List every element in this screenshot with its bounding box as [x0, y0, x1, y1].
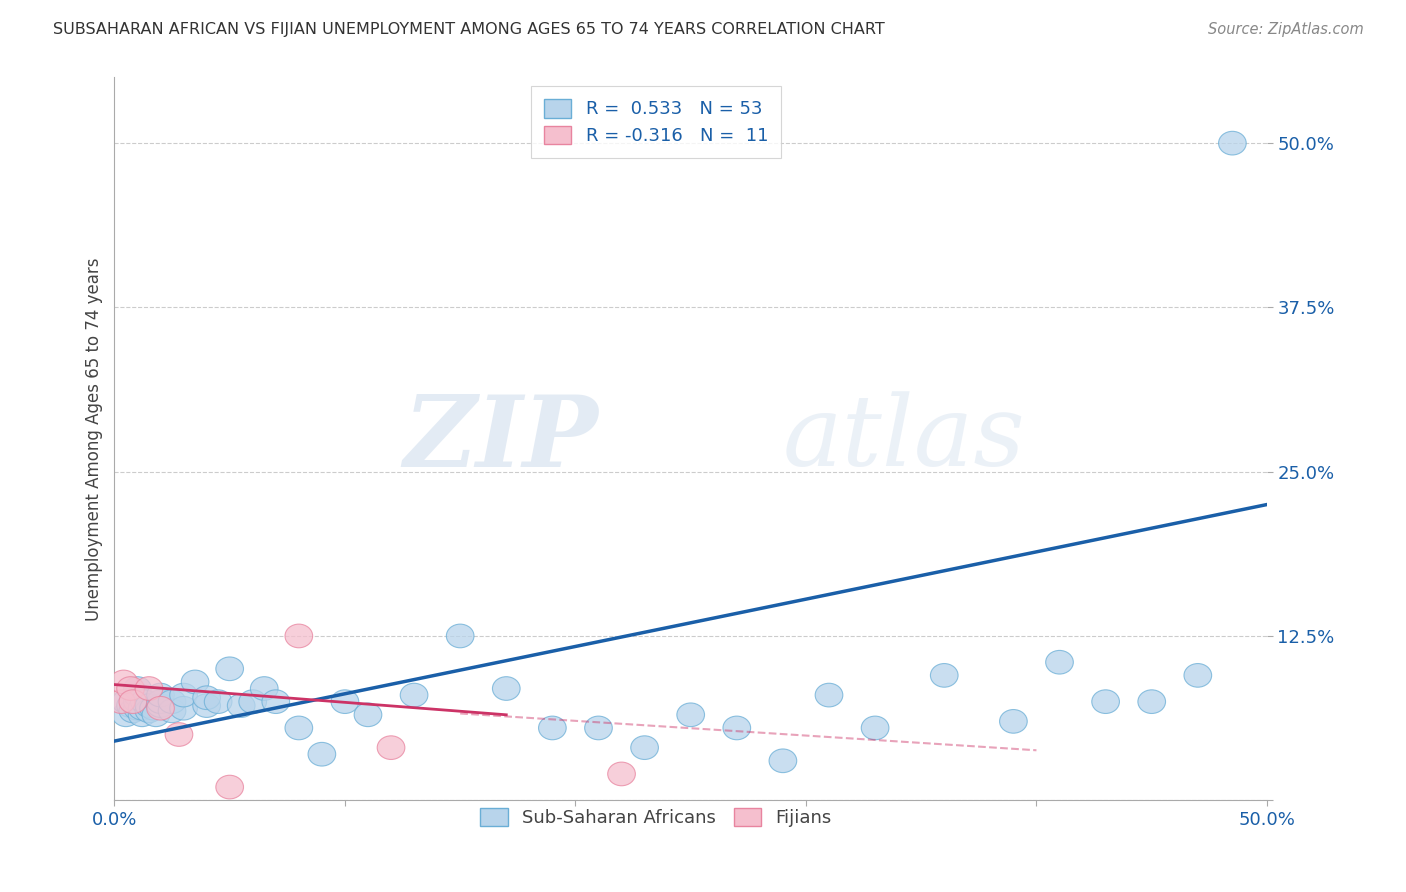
Ellipse shape: [124, 697, 152, 720]
Ellipse shape: [538, 716, 567, 739]
Ellipse shape: [124, 690, 152, 714]
Ellipse shape: [862, 716, 889, 739]
Ellipse shape: [308, 742, 336, 766]
Ellipse shape: [120, 690, 146, 714]
Ellipse shape: [285, 624, 312, 648]
Ellipse shape: [193, 694, 221, 717]
Ellipse shape: [723, 716, 751, 739]
Ellipse shape: [285, 716, 312, 739]
Ellipse shape: [146, 690, 174, 714]
Ellipse shape: [401, 683, 427, 707]
Ellipse shape: [815, 683, 842, 707]
Ellipse shape: [135, 699, 163, 723]
Ellipse shape: [250, 677, 278, 700]
Ellipse shape: [377, 736, 405, 759]
Ellipse shape: [110, 670, 138, 694]
Y-axis label: Unemployment Among Ages 65 to 74 years: Unemployment Among Ages 65 to 74 years: [86, 257, 103, 621]
Ellipse shape: [124, 677, 152, 700]
Ellipse shape: [131, 690, 159, 714]
Ellipse shape: [446, 624, 474, 648]
Ellipse shape: [239, 690, 267, 714]
Ellipse shape: [1137, 690, 1166, 714]
Ellipse shape: [128, 703, 156, 727]
Ellipse shape: [1219, 131, 1246, 155]
Ellipse shape: [146, 694, 174, 717]
Ellipse shape: [117, 694, 145, 717]
Ellipse shape: [107, 690, 135, 714]
Text: SUBSAHARAN AFRICAN VS FIJIAN UNEMPLOYMENT AMONG AGES 65 TO 74 YEARS CORRELATION : SUBSAHARAN AFRICAN VS FIJIAN UNEMPLOYMEN…: [53, 22, 886, 37]
Ellipse shape: [769, 749, 797, 772]
Ellipse shape: [1184, 664, 1212, 687]
Ellipse shape: [135, 677, 163, 700]
Ellipse shape: [492, 677, 520, 700]
Ellipse shape: [181, 670, 209, 694]
Ellipse shape: [1092, 690, 1119, 714]
Legend: Sub-Saharan Africans, Fijians: Sub-Saharan Africans, Fijians: [474, 801, 839, 835]
Ellipse shape: [931, 664, 957, 687]
Ellipse shape: [262, 690, 290, 714]
Ellipse shape: [170, 697, 197, 720]
Ellipse shape: [1046, 650, 1073, 674]
Ellipse shape: [159, 690, 186, 714]
Ellipse shape: [193, 686, 221, 709]
Text: atlas: atlas: [783, 392, 1025, 486]
Ellipse shape: [631, 736, 658, 759]
Ellipse shape: [1000, 709, 1028, 733]
Ellipse shape: [146, 697, 174, 720]
Ellipse shape: [330, 690, 359, 714]
Ellipse shape: [142, 703, 170, 727]
Ellipse shape: [204, 690, 232, 714]
Ellipse shape: [112, 690, 139, 714]
Ellipse shape: [228, 694, 254, 717]
Text: ZIP: ZIP: [404, 391, 599, 487]
Ellipse shape: [112, 703, 139, 727]
Ellipse shape: [128, 697, 156, 720]
Ellipse shape: [170, 683, 197, 707]
Ellipse shape: [135, 694, 163, 717]
Ellipse shape: [354, 703, 382, 727]
Ellipse shape: [217, 657, 243, 681]
Ellipse shape: [146, 683, 174, 707]
Ellipse shape: [117, 677, 145, 700]
Ellipse shape: [165, 723, 193, 747]
Ellipse shape: [217, 775, 243, 799]
Ellipse shape: [676, 703, 704, 727]
Ellipse shape: [607, 762, 636, 786]
Text: Source: ZipAtlas.com: Source: ZipAtlas.com: [1208, 22, 1364, 37]
Ellipse shape: [159, 699, 186, 723]
Ellipse shape: [139, 697, 167, 720]
Ellipse shape: [124, 683, 152, 707]
Ellipse shape: [120, 699, 146, 723]
Ellipse shape: [585, 716, 613, 739]
